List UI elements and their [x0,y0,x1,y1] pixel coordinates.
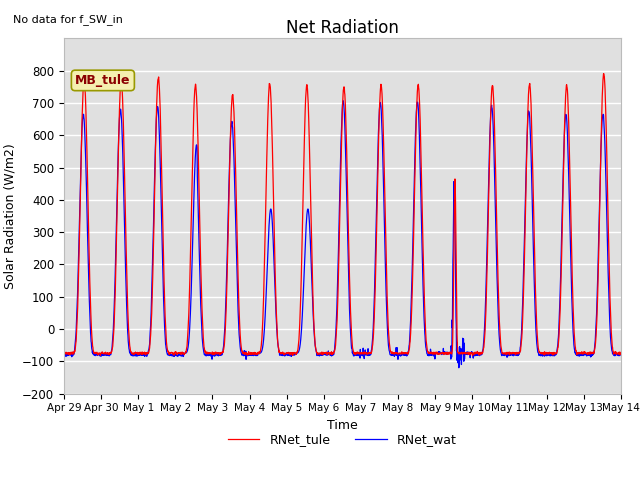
X-axis label: Time: Time [327,419,358,432]
RNet_wat [455,365,463,371]
RNet_wat [60,352,68,358]
RNet_tule [371,308,378,313]
Text: No data for f_SW_in: No data for f_SW_in [13,14,123,25]
RNet_wat [505,353,513,359]
RNet_tule [504,350,512,356]
Y-axis label: Solar Radiation (W/m2): Solar Radiation (W/m2) [4,143,17,289]
RNet_tule [584,351,591,357]
Title: Net Radiation: Net Radiation [286,19,399,37]
Legend: RNet_tule, RNet_wat: RNet_tule, RNet_wat [223,428,461,451]
RNet_wat [216,352,223,358]
RNet_wat [584,351,591,357]
RNet_tule [568,257,575,263]
RNet_wat [568,303,576,309]
RNet_wat [617,351,625,357]
RNet_tule [468,353,476,359]
RNet_tule [60,350,68,356]
RNet_tule [358,350,366,356]
Line: RNet_tule: RNet_tule [64,73,621,356]
RNet_wat [359,351,367,357]
RNet_tule [600,71,607,76]
Text: MB_tule: MB_tule [75,74,131,87]
Line: RNet_wat: RNet_wat [64,101,621,368]
RNet_wat [371,278,379,284]
RNet_tule [617,349,625,355]
RNet_wat [339,98,347,104]
RNet_tule [216,350,223,356]
